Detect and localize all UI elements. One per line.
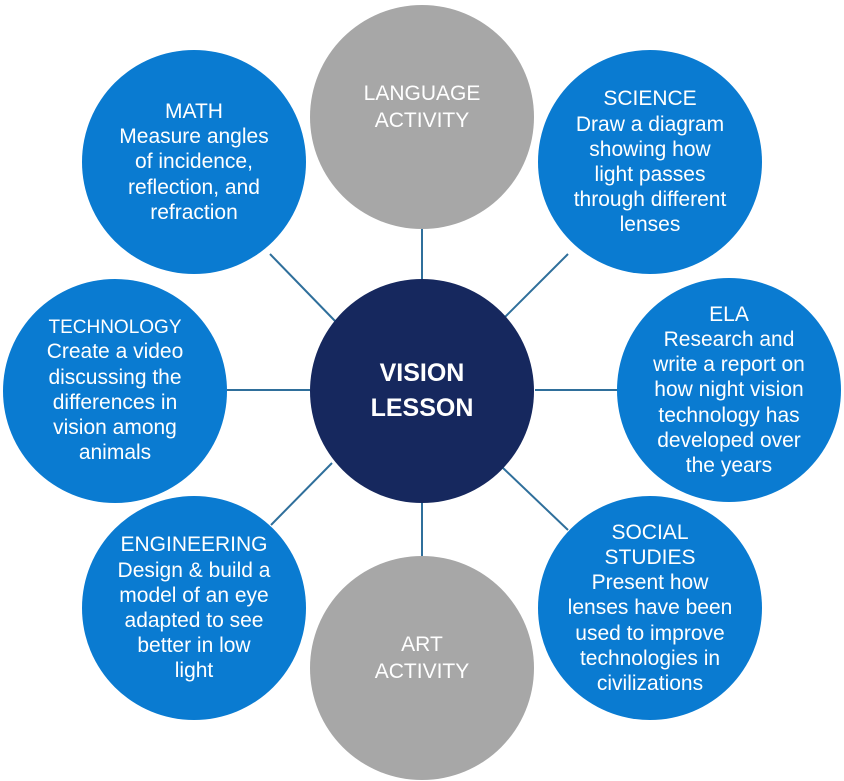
math-title: MATH [165,100,223,124]
technology-title: TECHNOLOGY [48,316,182,338]
social-body: Present how lenses have been used to imp… [567,571,733,695]
node-science: SCIENCE Draw a diagram showing how light… [538,50,762,274]
connector-science [504,253,569,318]
node-language-activity: LANGUAGE ACTIVITY [310,5,534,229]
science-body: Draw a diagram showing how light passes … [573,112,727,237]
connector-social [502,467,569,531]
technology-body: Create a video discussing the difference… [46,340,184,465]
science-title: SCIENCE [603,87,697,111]
art-title: ART ACTIVITY [374,632,470,683]
engineering-body: Design & build a model of an eye adapted… [117,558,271,683]
language-title: LANGUAGE ACTIVITY [363,81,481,132]
node-ela: ELA Research and write a report on how n… [617,278,841,502]
node-engineering: ENGINEERING Design & build a model of an… [82,496,306,720]
center-title: VISION LESSON [370,359,474,422]
connector-engineering [270,462,333,526]
ela-body: Research and write a report on how night… [653,328,805,477]
node-technology: TECHNOLOGY Create a video discussing the… [3,279,227,503]
connector-math [269,253,337,323]
node-math: MATH Measure angles of incidence, reflec… [82,50,306,274]
engineering-title: ENGINEERING [120,533,268,557]
ela-title: ELA [709,302,749,326]
center-node-vision-lesson: VISION LESSON [310,279,534,503]
social-title: SOCIAL STUDIES [604,520,696,570]
node-art-activity: ART ACTIVITY [310,556,534,780]
node-social-studies: SOCIAL STUDIES Present how lenses have b… [538,496,762,720]
math-body: Measure angles of incidence, reflection,… [119,125,269,224]
